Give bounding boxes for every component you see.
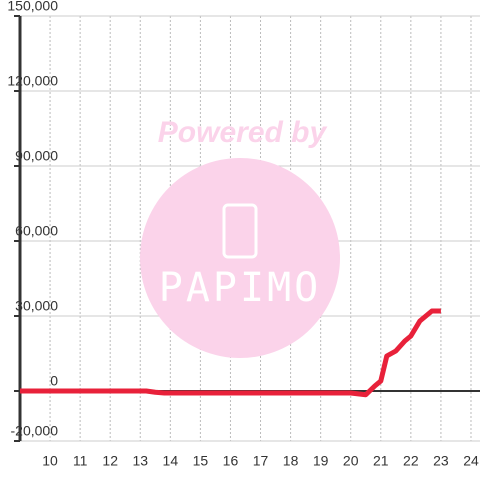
x-tick-label: 24	[463, 453, 479, 469]
x-tick-label: 20	[343, 453, 359, 469]
y-tick-label: 90,000	[15, 148, 58, 164]
x-tick-label: 21	[373, 453, 389, 469]
watermark-icon	[222, 203, 258, 259]
x-tick-label: 14	[163, 453, 179, 469]
x-tick-label: 17	[253, 453, 269, 469]
y-tick-label: 60,000	[15, 223, 58, 239]
x-tick-label: 11	[73, 453, 88, 469]
y-tick-label: 0	[50, 373, 58, 389]
watermark-text: Powered by	[158, 116, 328, 149]
x-tick-label: 19	[313, 453, 329, 469]
y-tick-label: -20,000	[11, 423, 59, 439]
x-tick-label: 15	[193, 453, 209, 469]
x-tick-label: 13	[132, 453, 148, 469]
y-tick-label: 30,000	[15, 298, 58, 314]
line-series	[20, 308, 441, 398]
y-tick-label: 150,000	[7, 0, 58, 14]
x-tick-label: 18	[283, 453, 299, 469]
x-tick-label: 23	[433, 453, 449, 469]
x-tick-label: 12	[102, 453, 118, 469]
y-tick-label: 120,000	[7, 73, 58, 89]
watermark-logo: PAPIMO	[159, 265, 322, 311]
x-tick-label: 22	[403, 453, 419, 469]
x-tick-label: 10	[42, 453, 58, 469]
x-tick-label: 16	[223, 453, 239, 469]
